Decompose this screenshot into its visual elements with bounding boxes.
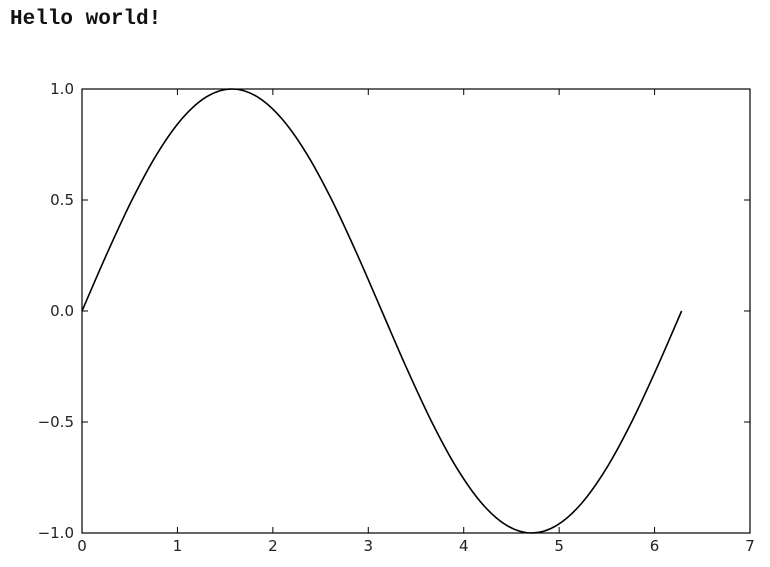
plot-frame bbox=[81, 88, 751, 534]
x-tick-label: 1 bbox=[173, 537, 183, 555]
x-tick-label: 4 bbox=[459, 537, 469, 555]
series-layer bbox=[81, 88, 683, 534]
sine-series-line bbox=[81, 88, 683, 534]
y-tick-label: 1.0 bbox=[50, 80, 74, 98]
x-tick-label: 2 bbox=[268, 537, 278, 555]
x-tick-label: 7 bbox=[745, 537, 755, 555]
x-tick-label: 3 bbox=[364, 537, 374, 555]
x-tick-label: 6 bbox=[650, 537, 660, 555]
x-axis-ticks: 0 1 2 3 4 5 6 7 bbox=[77, 89, 755, 555]
y-tick-label: 0.0 bbox=[50, 302, 74, 320]
y-tick-label: 0.5 bbox=[50, 191, 74, 209]
y-axis-ticks: 1.0 0.5 0.0 −0.5 −1.0 bbox=[38, 80, 750, 542]
cell-output-text: Hello world! bbox=[10, 8, 162, 31]
x-tick-label: 0 bbox=[77, 537, 87, 555]
y-tick-label: −0.5 bbox=[38, 413, 74, 431]
y-tick-label: −1.0 bbox=[38, 524, 74, 542]
x-tick-label: 5 bbox=[554, 537, 564, 555]
